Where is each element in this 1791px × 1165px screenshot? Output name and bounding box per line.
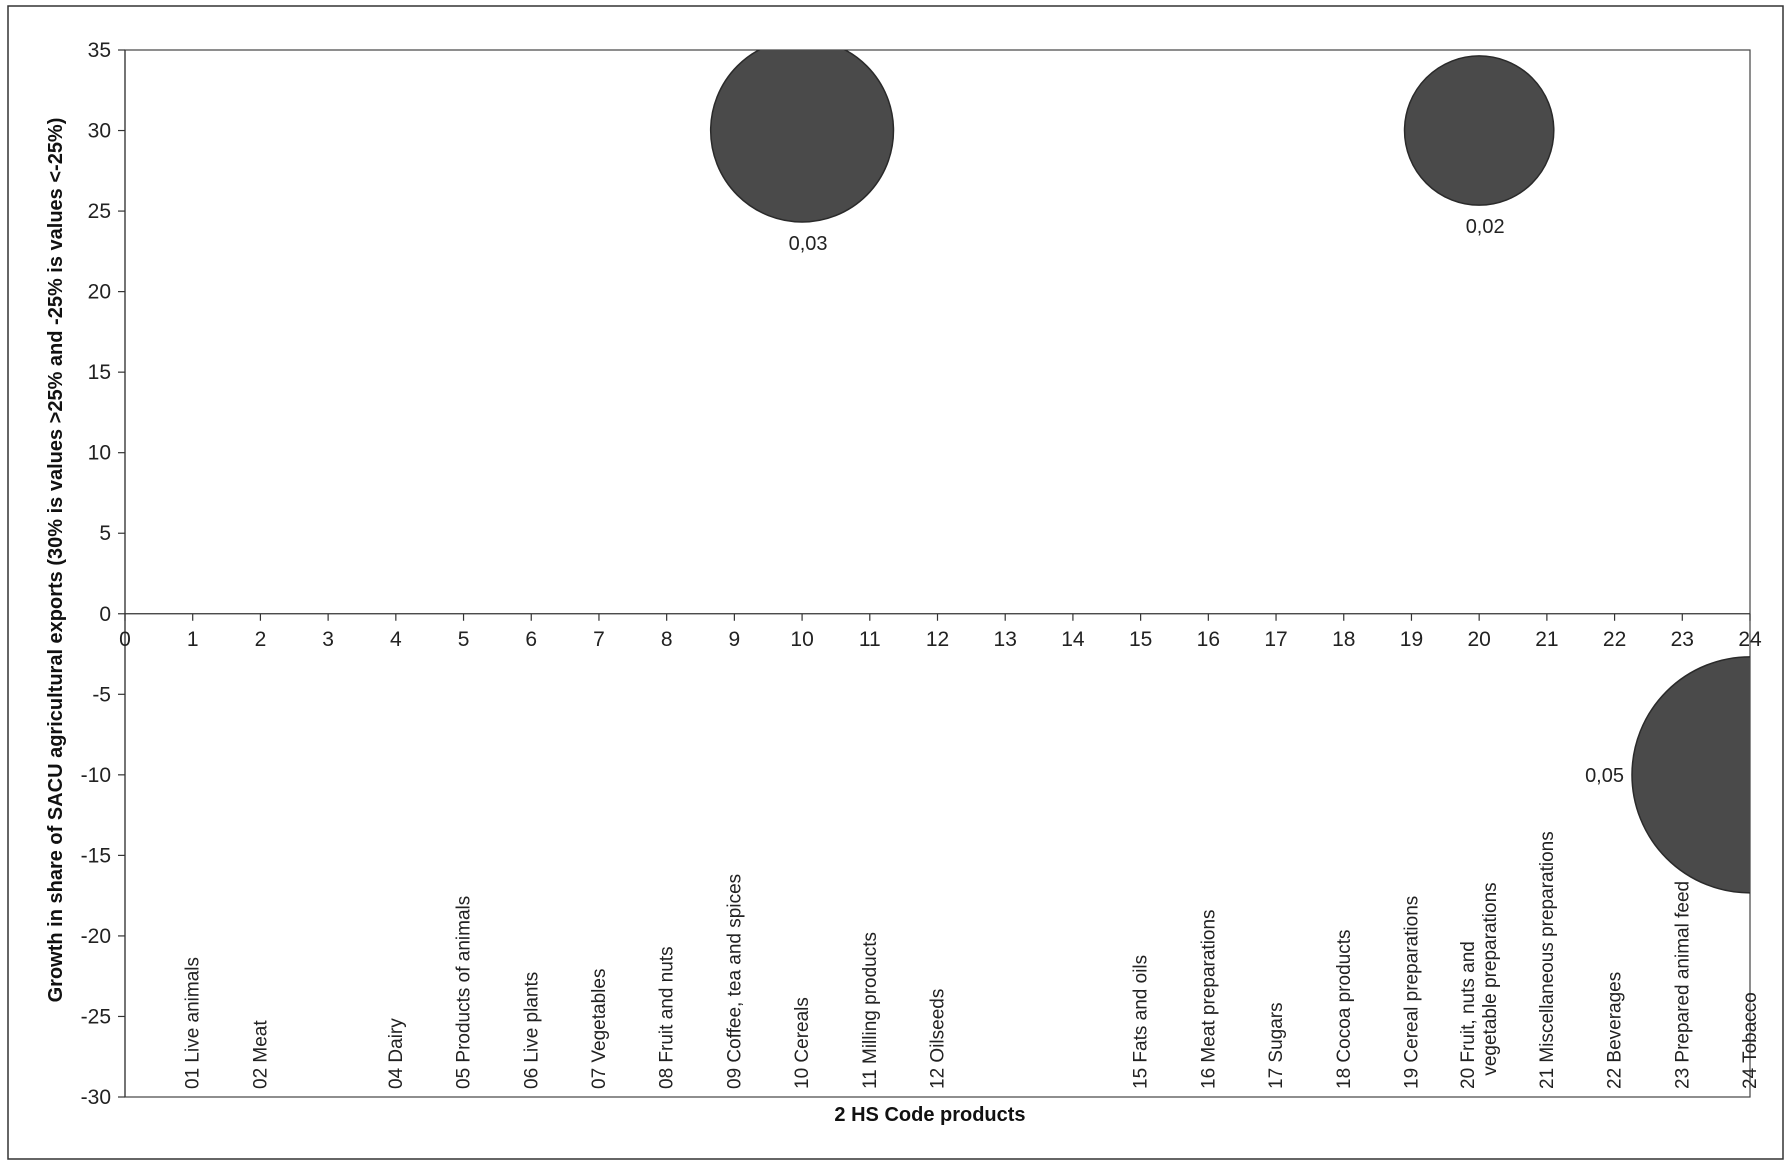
x-tick-label: 11 (859, 628, 881, 651)
category-label: 15 Fats and oils (1131, 955, 1152, 1089)
x-tick-label: 10 (790, 628, 813, 651)
category-label: 07 Vegetables (589, 969, 610, 1089)
y-tick-label: 10 (88, 442, 111, 465)
y-tick-label: -15 (81, 844, 111, 867)
x-tick-label: 24 (1738, 628, 1762, 651)
category-label: 02 Meat (250, 1020, 271, 1089)
category-label: 05 Products of animals (454, 896, 475, 1089)
x-tick-label: 23 (1671, 628, 1694, 651)
x-tick-label: 3 (322, 628, 334, 651)
x-tick-label: 19 (1400, 628, 1423, 651)
x-tick-label: 6 (525, 628, 537, 651)
x-tick-label: 1 (187, 628, 199, 651)
y-tick-label: -30 (81, 1086, 111, 1109)
x-tick-label: 16 (1197, 628, 1220, 651)
category-label: vegetable preparations (1480, 882, 1501, 1075)
y-tick-label: 0 (99, 603, 111, 626)
y-tick-label: 5 (99, 522, 111, 545)
y-tick-label: 15 (88, 361, 111, 384)
category-label: 12 Oilseeds (928, 989, 949, 1089)
category-label: 16 Meat preparations (1198, 909, 1219, 1089)
x-axis: 0 1 2 3 4 5 6 7 8 9 10 11 12 13 14 15 16 17 18 19 20 21 22 23 24 (119, 613, 1762, 651)
x-tick-label: 15 (1129, 628, 1152, 651)
category-label: 10 Cereals (792, 997, 813, 1089)
x-tick-label: 14 (1061, 628, 1085, 651)
bubble-series: 0,03 0,02 0,05 (709, 50, 1750, 894)
bubble (709, 50, 895, 223)
category-label: 01 Live animals (183, 957, 204, 1089)
category-label: 21 Miscellaneous preparations (1537, 831, 1558, 1089)
category-label: 24 Tobacco (1740, 992, 1761, 1089)
x-axis-title: 2 HS Code products (834, 1104, 1025, 1126)
plot-area-border (124, 49, 1751, 1098)
y-tick-label: -25 (81, 1005, 111, 1028)
y-axis-title: Growth in share of SACU agricultural exp… (45, 118, 67, 1003)
category-label: 04 Dairy (386, 1018, 407, 1089)
bubble-data-label: 0,05 (1585, 765, 1624, 787)
x-tick-label: 13 (994, 628, 1017, 651)
bubble-data-label: 0,03 (789, 233, 828, 255)
y-tick-label: 25 (88, 200, 111, 223)
y-tick-label: -5 (92, 683, 111, 706)
category-label: 19 Cereal preparations (1401, 896, 1422, 1089)
x-tick-label: 5 (458, 628, 470, 651)
y-tick-label: 20 (88, 281, 111, 304)
x-tick-label: 9 (729, 628, 741, 651)
category-label: 08 Fruit and nuts (657, 946, 678, 1089)
x-tick-label: 12 (926, 628, 949, 651)
category-label: 22 Beverages (1605, 972, 1626, 1089)
category-label: 11 Milling products (860, 932, 881, 1089)
y-tick-label: 35 (88, 39, 111, 62)
x-tick-label: 7 (593, 628, 605, 651)
page-frame (7, 5, 1784, 1160)
y-tick-label: -10 (81, 764, 111, 787)
category-label: 06 Live plants (521, 972, 542, 1089)
category-label: 20 Fruit, nuts and (1458, 941, 1479, 1089)
category-label: 18 Cocoa products (1334, 930, 1355, 1090)
category-label: 23 Prepared animal feed (1672, 881, 1693, 1089)
x-tick-label: 17 (1264, 628, 1287, 651)
x-tick-label: 2 (255, 628, 267, 651)
y-tick-label: 30 (88, 120, 111, 143)
x-tick-label: 21 (1535, 628, 1558, 651)
bubble (1403, 55, 1555, 206)
category-label: 09 Coffee, tea and spices (724, 874, 745, 1089)
x-tick-label: 18 (1332, 628, 1355, 651)
y-tick-label: -20 (81, 925, 111, 948)
x-tick-label: 0 (119, 628, 131, 651)
bubble-data-label: 0,02 (1466, 216, 1505, 238)
y-axis: 35 30 25 20 15 10 5 0 -5 -10 -15 -20 -25 -30 (81, 39, 126, 1109)
category-labels: 01 Live animals 02 Meat 04 Dairy 05 Product… (183, 831, 1761, 1089)
x-tick-label: 20 (1467, 628, 1490, 651)
category-label: 17 Sugars (1266, 1002, 1287, 1089)
x-tick-label: 4 (390, 628, 402, 651)
bubble (1631, 656, 1750, 894)
x-tick-label: 8 (661, 628, 673, 651)
x-tick-label: 22 (1603, 628, 1626, 651)
